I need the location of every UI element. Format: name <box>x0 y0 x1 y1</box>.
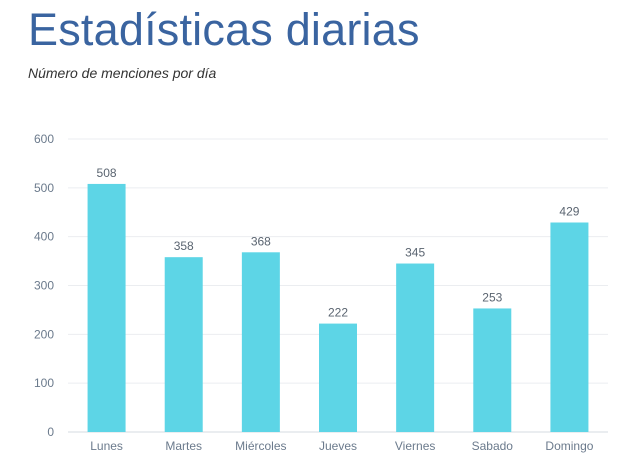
y-tick-label: 100 <box>34 376 54 390</box>
x-tick-label: Martes <box>165 439 202 453</box>
bar <box>550 222 589 432</box>
y-tick-label: 500 <box>34 181 54 195</box>
data-label: 368 <box>251 234 271 248</box>
bar <box>164 257 203 432</box>
x-tick-label: Sabado <box>472 439 514 453</box>
x-tick-label: Lunes <box>90 439 123 453</box>
data-label: 429 <box>559 205 579 219</box>
bar <box>396 263 435 432</box>
bar <box>319 323 357 432</box>
y-tick-label: 400 <box>34 230 54 244</box>
data-label: 345 <box>405 246 425 260</box>
data-label: 253 <box>482 290 502 304</box>
x-tick-label: Viernes <box>395 439 435 453</box>
x-tick-label: Miércoles <box>235 439 286 453</box>
page-subtitle: Número de menciones por día <box>28 65 217 81</box>
data-label: 508 <box>97 166 117 180</box>
x-axis: Lunes Martes Miércoles Jueves Viernes Sabado D… <box>90 439 594 453</box>
bar <box>241 252 280 432</box>
x-tick-label: Domingo <box>545 439 593 453</box>
x-tick-label: Jueves <box>319 439 357 453</box>
bars <box>87 183 589 432</box>
bar <box>473 308 512 432</box>
y-axis: 0 100 200 300 400 500 600 <box>34 132 54 439</box>
y-tick-label: 600 <box>34 132 54 146</box>
data-label: 222 <box>328 306 348 320</box>
y-tick-label: 200 <box>34 327 54 341</box>
page-title: Estadísticas diarias <box>28 4 420 55</box>
data-labels: 508 358 368 222 345 253 429 <box>97 166 580 320</box>
data-label: 358 <box>174 239 194 253</box>
bar <box>87 183 126 432</box>
y-tick-label: 0 <box>47 425 54 439</box>
y-tick-label: 300 <box>34 279 54 293</box>
